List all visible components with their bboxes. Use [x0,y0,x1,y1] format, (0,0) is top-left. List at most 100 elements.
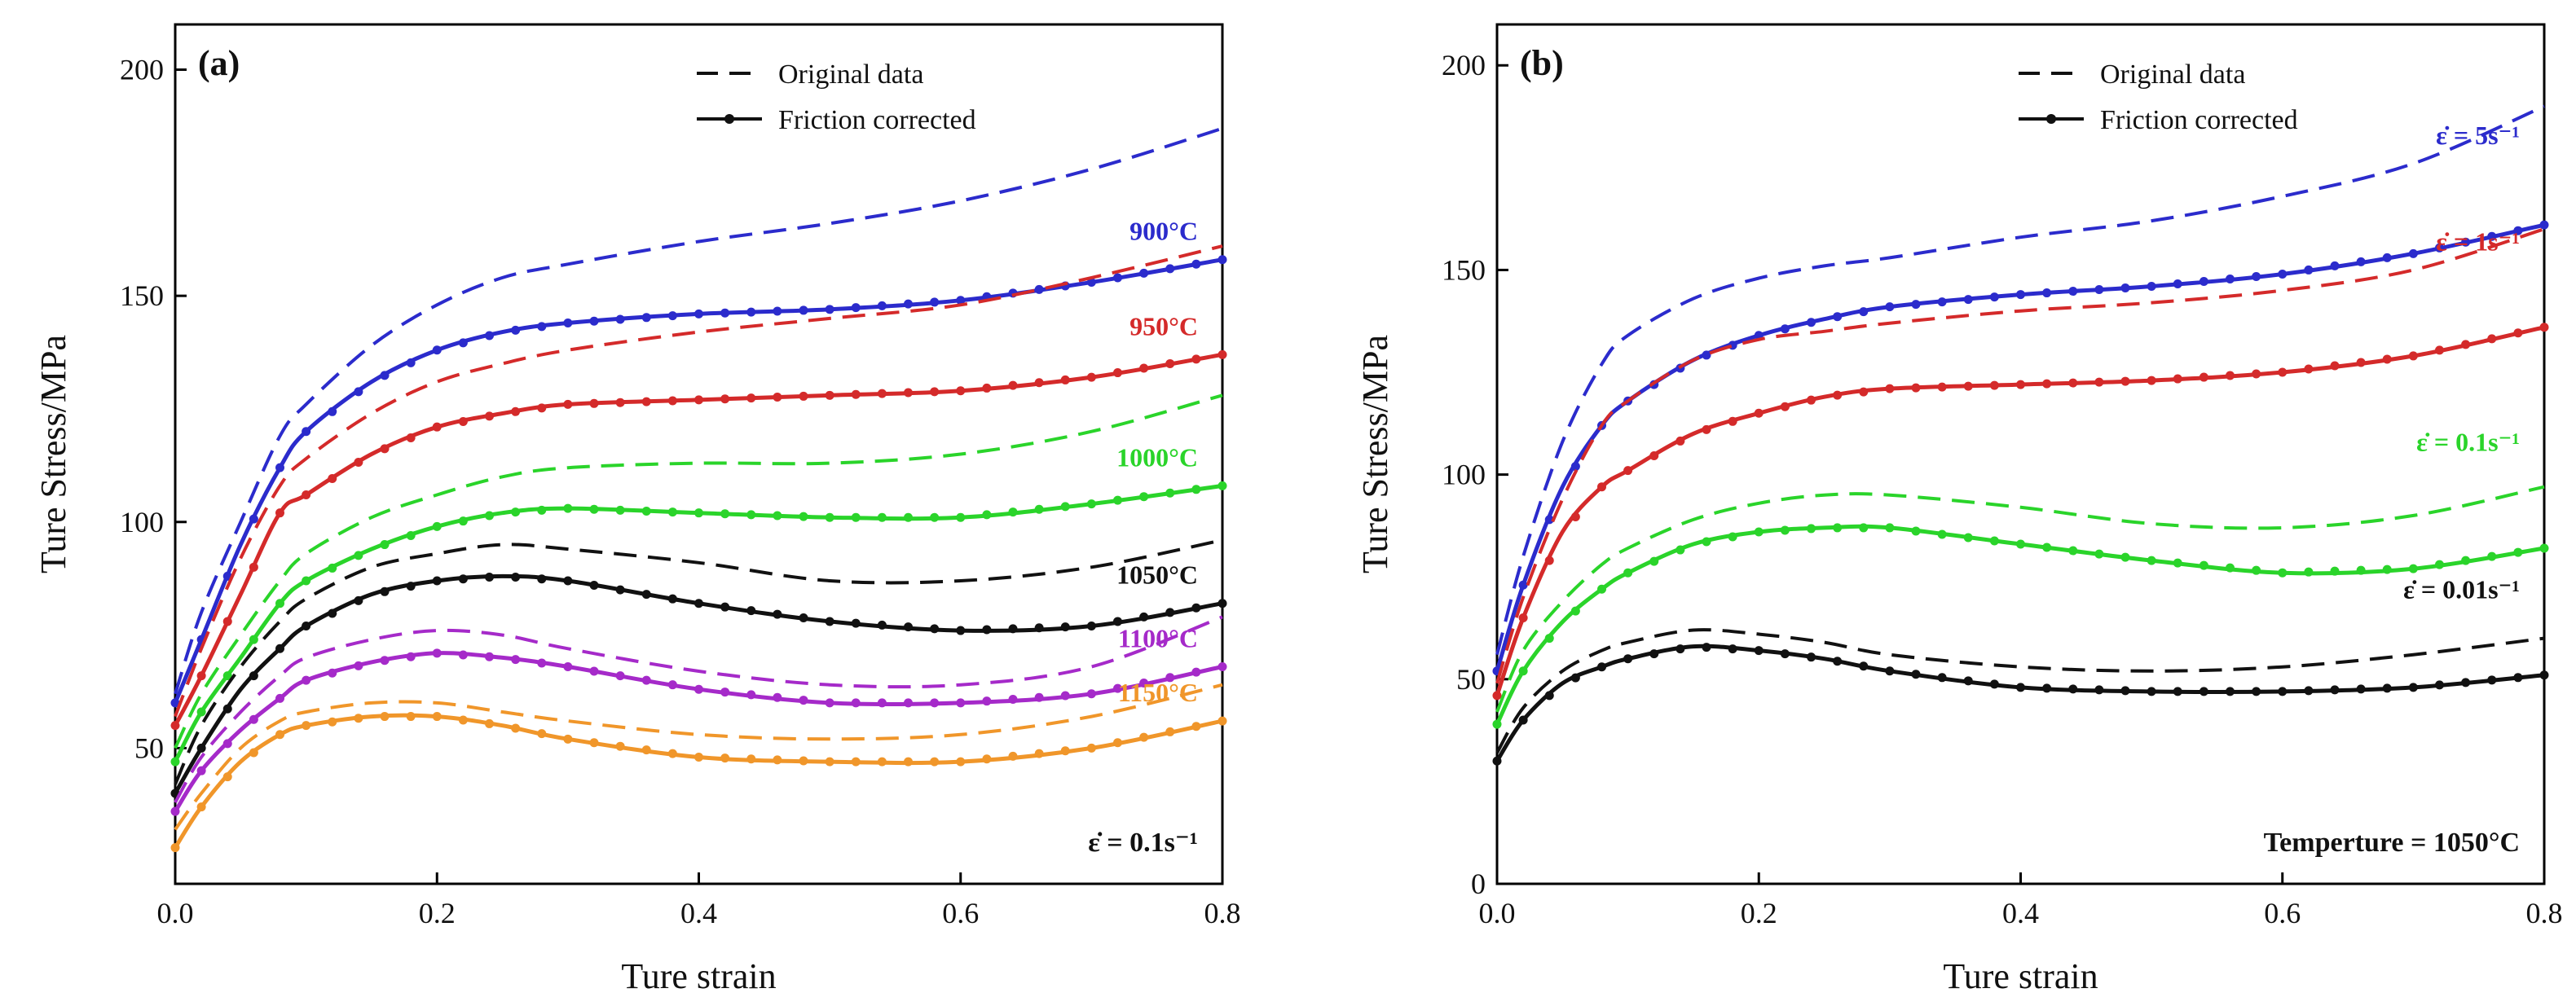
corrected-marker [2487,675,2497,685]
corrected-marker [2513,673,2523,683]
corrected-marker [2408,683,2418,692]
corrected-marker [1139,678,1149,688]
corrected-marker [1086,743,1096,753]
corrected-marker [589,666,599,676]
corrected-marker [1113,683,1122,693]
corrected-marker [537,505,547,515]
corrected-marker [1218,481,1227,490]
corrected-marker [773,609,782,619]
corrected-marker [1034,749,1044,758]
corrected-marker [1754,408,1764,418]
series-2: ε̇ = 0.1s⁻¹ [1492,428,2549,729]
corrected-marker [1060,622,1070,632]
legend-label-corrected: Friction corrected [778,105,976,135]
corrected-marker [2016,683,2025,692]
corrected-marker [1086,372,1096,382]
corrected-marker [2487,551,2497,561]
corrected-marker [380,371,390,380]
corrected-marker [2408,564,2418,573]
corrected-marker [380,656,390,666]
corrected-marker [2435,560,2444,569]
corrected-marker [2226,274,2235,283]
corrected-marker [1728,532,1737,542]
corrected-marker [956,512,966,522]
series-5: 1150°C [170,678,1227,853]
corrected-marker [275,463,284,472]
corrected-marker [2304,567,2314,577]
corrected-marker [354,457,363,467]
corrected-marker [1989,679,1999,689]
corrected-marker [1728,644,1737,654]
corrected-marker [641,745,651,755]
corrected-marker [2382,683,2392,693]
corrected-marker [563,399,573,409]
corrected-marker [354,661,363,670]
corrected-marker [720,688,730,697]
corrected-marker [1518,666,1528,676]
series-label: 950°C [1129,311,1198,340]
corrected-marker [328,473,337,483]
corrected-marker [641,590,651,600]
corrected-marker [222,772,232,782]
corrected-marker [249,671,258,681]
corrected-marker [458,417,468,427]
corrected-marker [1885,302,1895,312]
corrected-marker [982,383,992,393]
corrected-marker [249,748,258,758]
corrected-marker [825,617,834,626]
corrected-marker [406,582,416,591]
corrected-marker [1807,395,1816,405]
original-data-line [174,244,1223,718]
legend-marker [2046,114,2056,124]
corrected-marker [1139,492,1149,502]
corrected-marker [1113,368,1122,378]
corrected-marker [2461,556,2471,565]
corrected-marker [2278,269,2288,279]
corrected-marker [1859,307,1869,317]
corrected-marker [667,396,677,406]
corrected-marker [2356,565,2366,575]
corrected-marker [982,625,992,635]
corrected-marker [720,394,730,404]
corrected-marker [799,696,808,705]
corrected-marker [432,521,442,531]
corrected-marker [877,389,887,398]
corrected-marker [537,403,547,413]
corrected-marker [380,540,390,550]
corrected-marker [667,594,677,604]
corrected-marker [904,698,913,708]
corrected-marker [1218,255,1227,265]
corrected-marker [694,508,703,518]
corrected-marker [825,305,834,314]
corrected-marker [485,331,494,340]
corrected-marker [615,671,625,681]
corrected-marker [432,648,442,658]
series-1: ε̇ = 1s⁻¹ [1492,226,2549,701]
corrected-marker [380,712,390,722]
corrected-marker [1989,380,1999,390]
corrected-marker [2382,565,2392,574]
corrected-marker [1623,466,1633,476]
corrected-marker [1570,673,1580,683]
corrected-marker [930,698,940,708]
corrected-marker [2513,226,2523,235]
corrected-marker [694,395,703,405]
corrected-marker [1139,612,1149,622]
corrected-marker [2539,543,2549,553]
legend-marker [724,114,734,124]
corrected-marker [1728,416,1737,426]
corrected-marker [2147,556,2156,565]
corrected-marker [2435,243,2444,253]
legend-label-original: Original data [778,59,923,90]
y-tick-label: 50 [1456,663,1486,696]
y-tick-label: 150 [1442,253,1486,286]
corrected-marker [720,602,730,612]
x-axis-label: Ture strain [1943,956,2098,996]
corrected-marker [2278,568,2288,578]
corrected-marker [641,506,651,516]
corrected-marker [2487,334,2497,344]
corrected-marker [196,671,206,681]
corrected-marker [170,698,180,708]
series-4: 1100°C [170,615,1227,816]
corrected-marker [851,757,861,767]
